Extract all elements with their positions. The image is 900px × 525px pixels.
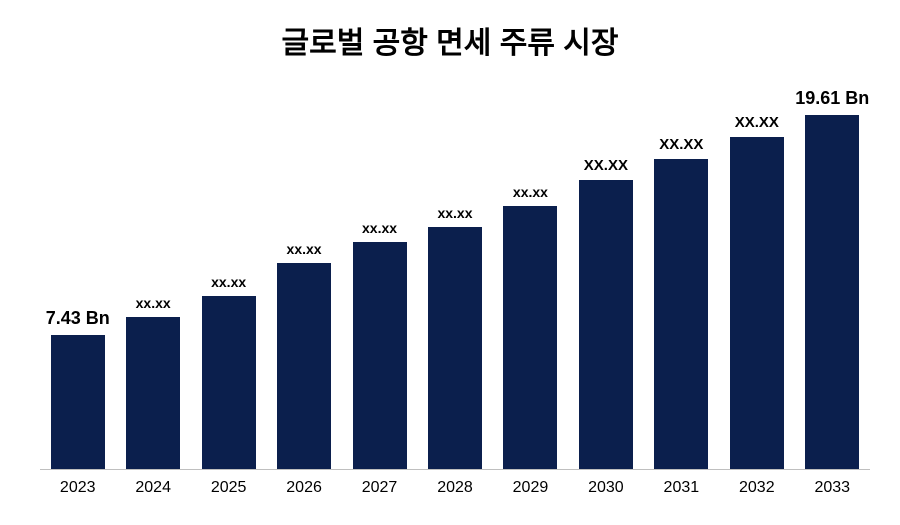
bar-value-label: xx.xx: [437, 205, 472, 221]
x-axis-label: 2025: [191, 479, 266, 497]
chart-title: 글로벌 공항 면세 주류 시장: [0, 0, 900, 62]
x-axis-label: 2028: [417, 479, 492, 497]
bar-value-label: XX.XX: [659, 136, 703, 153]
bar: xx.xx: [277, 263, 331, 469]
bar-slot: xx.xx: [115, 90, 190, 469]
x-axis-label: 2026: [266, 479, 341, 497]
bar-value-label: xx.xx: [136, 295, 171, 311]
bar: xx.xx: [428, 227, 482, 469]
bar: xx.xx: [126, 317, 180, 469]
bar: xx.xx: [202, 296, 256, 469]
bar-slot: XX.XX: [719, 90, 794, 469]
bar: 7.43 Bn: [51, 335, 105, 469]
bar-value-label: XX.XX: [735, 114, 779, 131]
bar-slot: 7.43 Bn: [40, 90, 115, 469]
bar-value-label: 7.43 Bn: [46, 308, 110, 329]
bar-slot: 19.61 Bn: [795, 90, 870, 469]
bar-slot: xx.xx: [417, 90, 492, 469]
x-axis: 2023202420252026202720282029203020312032…: [40, 479, 870, 497]
bar-slot: xx.xx: [266, 90, 341, 469]
bar-value-label: xx.xx: [287, 241, 322, 257]
bar-value-label: XX.XX: [584, 157, 628, 174]
x-axis-label: 2029: [493, 479, 568, 497]
x-axis-label: 2033: [795, 479, 870, 497]
x-axis-label: 2031: [644, 479, 719, 497]
bar: 19.61 Bn: [805, 115, 859, 469]
bar-slot: xx.xx: [191, 90, 266, 469]
bar-value-label: xx.xx: [513, 184, 548, 200]
bar: xx.xx: [503, 206, 557, 469]
bar-slot: XX.XX: [568, 90, 643, 469]
bar: XX.XX: [730, 137, 784, 469]
bar-value-label: xx.xx: [362, 220, 397, 236]
x-axis-label: 2027: [342, 479, 417, 497]
x-axis-label: 2032: [719, 479, 794, 497]
bar: XX.XX: [654, 159, 708, 469]
bar-slot: xx.xx: [342, 90, 417, 469]
bar-slot: xx.xx: [493, 90, 568, 469]
bar: XX.XX: [579, 180, 633, 469]
bars-container: 7.43 Bn xx.xx xx.xx xx.xx xx.xx xx.xx xx.xx XX.…: [40, 90, 870, 470]
chart-plot-area: 7.43 Bn xx.xx xx.xx xx.xx xx.xx xx.xx xx.xx XX.…: [40, 90, 870, 470]
x-axis-label: 2024: [115, 479, 190, 497]
bar-slot: XX.XX: [644, 90, 719, 469]
x-axis-label: 2030: [568, 479, 643, 497]
bar-value-label: xx.xx: [211, 274, 246, 290]
bar-value-label: 19.61 Bn: [795, 88, 869, 109]
x-axis-label: 2023: [40, 479, 115, 497]
bar: xx.xx: [353, 242, 407, 469]
